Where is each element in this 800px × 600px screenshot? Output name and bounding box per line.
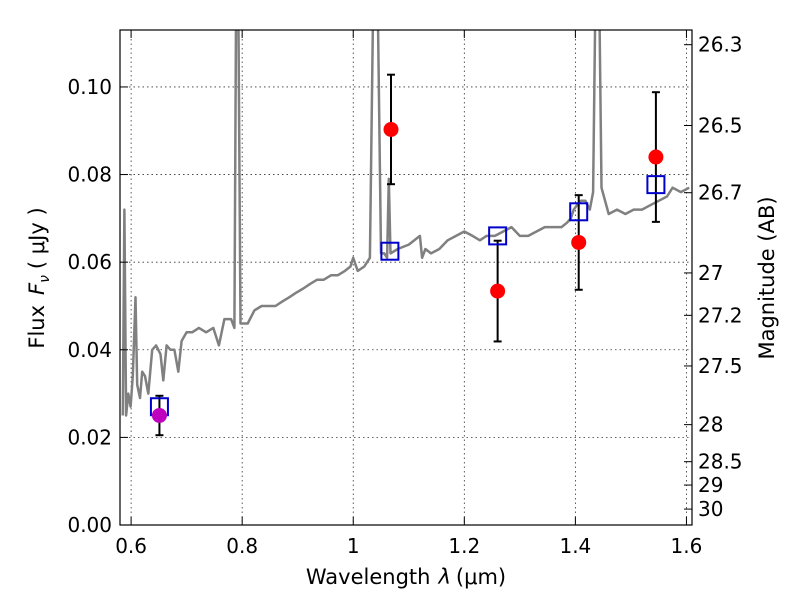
y-tick-label: 0.06	[67, 250, 112, 274]
x-axis-label: Wavelength λ (μm)	[306, 565, 506, 589]
observed-flux-point	[490, 283, 506, 299]
y2-tick-label: 27	[698, 261, 723, 285]
plot-frame	[119, 29, 693, 526]
x-tick-label: 1	[347, 534, 360, 558]
y2-tick-label: 28.5	[698, 450, 743, 474]
model-photometry-square	[488, 226, 508, 246]
grid-lines	[120, 30, 692, 526]
x-tick-label: 1.6	[671, 534, 703, 558]
model-photometry-square	[646, 175, 666, 195]
y2-tick-label: 30	[698, 497, 723, 521]
x-tick-label: 1.4	[559, 534, 591, 558]
y-tick-label: 0.00	[67, 513, 112, 537]
observed-flux-point	[648, 149, 664, 165]
y-tick-label: 0.04	[67, 338, 112, 362]
y-tick-label: 0.02	[67, 425, 112, 449]
y2-axis-label: Magnitude (AB)	[755, 196, 779, 359]
observed-flux-point	[383, 121, 399, 137]
y2-tick-label: 26.5	[698, 113, 743, 137]
y2-tick-label: 28	[698, 413, 723, 437]
x-tick-label: 1.2	[448, 534, 480, 558]
model-spectrum-line	[121, 30, 690, 417]
y-tick-label: 0.10	[67, 75, 112, 99]
y2-tick-label: 27.2	[698, 303, 743, 327]
spectrum-layer	[121, 30, 690, 417]
observed-flux-point	[571, 234, 587, 250]
observed-flux-point	[151, 407, 167, 423]
y-tick-label: 0.08	[67, 163, 112, 187]
y2-tick-label: 29	[698, 473, 723, 497]
ticks-layer: 0.6 0.8 1 1.2 1.4 1.6 0.00 0.02 0.04 0.06 0.08 0.10…	[67, 30, 743, 558]
model-photometry-square	[380, 241, 400, 261]
x-tick-label: 0.6	[115, 534, 147, 558]
y2-tick-label: 27.5	[698, 354, 743, 378]
points-layer	[149, 73, 666, 437]
x-tick-label: 0.8	[226, 534, 258, 558]
model-photometry-square	[569, 202, 589, 222]
y2-tick-label: 26.3	[698, 33, 743, 57]
y2-tick-label: 26.7	[698, 181, 743, 205]
y-axis-label: FluxFν( μJy )	[25, 207, 53, 348]
